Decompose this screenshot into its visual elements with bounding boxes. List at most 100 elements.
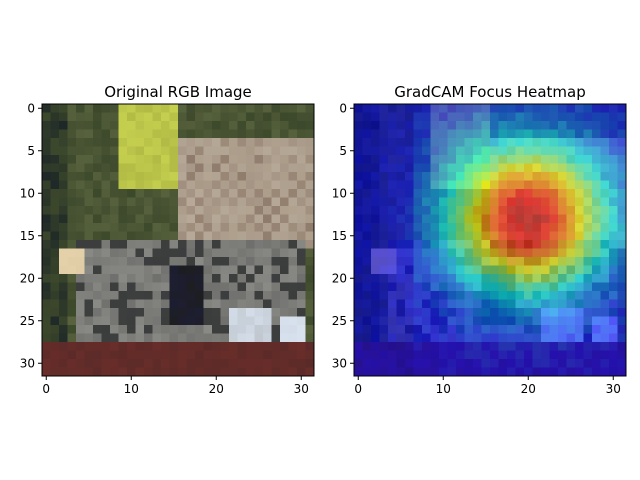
image-pixel [101, 257, 111, 266]
heatmap-cell [379, 112, 389, 122]
image-pixel [271, 333, 281, 343]
heatmap-cell [592, 197, 601, 207]
image-pixel [271, 180, 281, 190]
image-pixel [237, 163, 247, 173]
image-pixel [178, 206, 187, 215]
y-tick-label: 10 [332, 186, 347, 200]
image-pixel [305, 121, 315, 130]
image-pixel [76, 112, 85, 122]
image-pixel [195, 248, 204, 258]
image-pixel [50, 342, 60, 351]
heatmap-cell [430, 274, 440, 283]
heatmap-cell [609, 274, 618, 283]
image-pixel [169, 282, 179, 292]
heatmap-cell [464, 333, 474, 343]
y-tick-label: 0 [339, 101, 347, 115]
image-pixel [101, 308, 111, 317]
heatmap-cell [617, 214, 627, 224]
image-pixel [263, 146, 272, 156]
image-pixel [229, 180, 238, 190]
heatmap-cell [558, 359, 567, 368]
image-pixel [288, 214, 298, 224]
heatmap-cell [617, 248, 627, 258]
image-pixel [50, 299, 60, 309]
image-pixel [203, 342, 213, 351]
image-pixel [297, 197, 306, 207]
heatmap-cell [549, 129, 559, 139]
image-pixel [76, 240, 85, 249]
image-pixel [254, 206, 264, 215]
image-pixel [144, 299, 153, 309]
heatmap-cell [379, 342, 389, 351]
heatmap-cell [379, 180, 389, 190]
heatmap-cell [388, 138, 397, 147]
heatmap-cell [396, 257, 406, 266]
image-pixel [186, 138, 196, 147]
heatmap-cell [532, 206, 542, 215]
heatmap-cell [447, 214, 457, 224]
heatmap-cell [549, 104, 559, 113]
image-pixel [84, 104, 94, 113]
image-pixel [42, 333, 51, 343]
image-pixel [195, 350, 204, 360]
heatmap-cell [507, 121, 516, 130]
heatmap-cell [575, 316, 584, 326]
heatmap-cell [464, 257, 474, 266]
heatmap-cell [422, 367, 431, 377]
heatmap-cell [379, 316, 389, 326]
heatmap-cell [422, 129, 431, 139]
image-pixel [127, 146, 136, 156]
heatmap-cell [439, 257, 448, 266]
heatmap-cell [583, 121, 593, 130]
heatmap-cell [541, 121, 550, 130]
heatmap-cell [583, 138, 593, 147]
image-pixel [280, 138, 289, 147]
image-pixel [297, 308, 306, 317]
heatmap-cell [617, 342, 627, 351]
heatmap-cell [473, 299, 482, 309]
image-pixel [237, 129, 247, 139]
image-pixel [50, 206, 60, 215]
heatmap-cell [362, 291, 372, 300]
heatmap-cell [558, 180, 567, 190]
image-pixel [237, 197, 247, 207]
image-pixel [305, 265, 315, 275]
heatmap-cell [566, 197, 576, 207]
heatmap-cell [422, 155, 431, 164]
heatmap-cell [413, 206, 423, 215]
image-pixel [127, 180, 136, 190]
heatmap-cell [507, 155, 516, 164]
heatmap-cell [413, 274, 423, 283]
heatmap-cell [422, 112, 431, 122]
heatmap-cell [617, 223, 627, 232]
heatmap-cell [405, 299, 414, 309]
heatmap-cell [447, 350, 457, 360]
image-pixel [59, 257, 68, 266]
image-pixel [59, 265, 68, 275]
image-pixel [50, 231, 60, 241]
heatmap-cell [566, 172, 576, 181]
image-pixel [246, 223, 255, 232]
image-pixel [220, 333, 230, 343]
heatmap-cell [430, 350, 440, 360]
image-pixel [271, 274, 281, 283]
heatmap-cell [422, 342, 431, 351]
heatmap-cell [490, 231, 499, 241]
heatmap-cell [464, 282, 474, 292]
heatmap-cell [549, 274, 559, 283]
heatmap-cell [379, 257, 389, 266]
image-pixel [186, 274, 196, 283]
heatmap-cell [532, 155, 542, 164]
image-pixel [144, 367, 153, 377]
heatmap-cell [583, 350, 593, 360]
image-pixel [152, 367, 162, 377]
heatmap-cell [592, 316, 601, 326]
image-pixel [161, 197, 170, 207]
heatmap-cell [413, 308, 423, 317]
image-pixel [246, 257, 255, 266]
image-pixel [135, 291, 145, 300]
heatmap-cell [498, 231, 508, 241]
image-pixel [254, 214, 264, 224]
image-pixel [246, 197, 255, 207]
image-pixel [135, 180, 145, 190]
